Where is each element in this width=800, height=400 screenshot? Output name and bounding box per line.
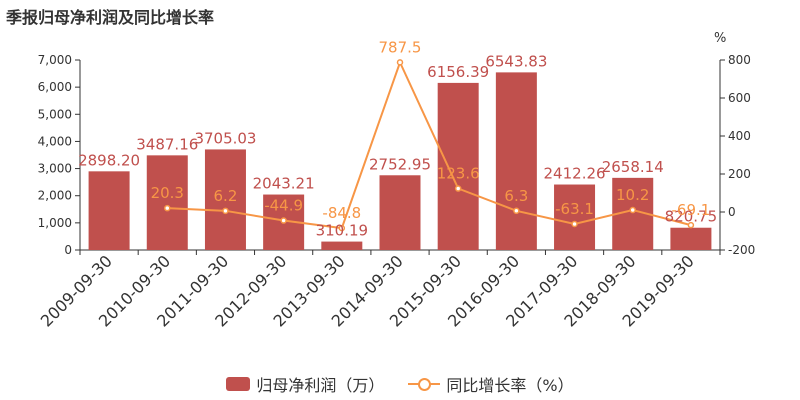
bar-value-label: 3487.16 xyxy=(136,135,198,153)
y-right-tick-label: 800 xyxy=(728,53,751,67)
bar xyxy=(554,184,596,250)
line-point xyxy=(222,207,229,215)
y-right-tick-label: 600 xyxy=(728,91,751,105)
line-point xyxy=(571,220,578,228)
bar-value-label: 310.19 xyxy=(316,222,369,240)
line-point xyxy=(454,185,462,192)
bar-value-label: 2898.20 xyxy=(78,151,140,169)
growth-value-label: -44.9 xyxy=(264,197,303,215)
growth-value-label: -84.8 xyxy=(322,204,361,222)
line-point xyxy=(338,224,346,232)
bar-value-label: 2658.14 xyxy=(602,158,664,176)
bar xyxy=(670,227,712,250)
growth-line xyxy=(167,59,692,230)
bar-value-label: 2043.21 xyxy=(253,175,315,193)
bar xyxy=(88,171,130,250)
growth-value-label: 787.5 xyxy=(379,38,422,56)
y-right-tick-label: 200 xyxy=(728,167,751,181)
y-left-tick-label: 3,000 xyxy=(38,162,72,176)
y-left-tick-label: 2,000 xyxy=(38,189,72,203)
y-right-tick-label: -200 xyxy=(728,243,755,257)
bar xyxy=(437,82,479,251)
growth-value-label: 10.2 xyxy=(616,186,649,204)
growth-value-label: 6.3 xyxy=(504,187,528,205)
y-left-tick-label: 4,000 xyxy=(38,134,72,148)
growth-value-label: 20.3 xyxy=(151,184,184,202)
line-point xyxy=(513,207,520,215)
legend-item-profit[interactable]: 归母净利润（万） xyxy=(226,372,384,396)
y-left-tick-label: 5,000 xyxy=(38,107,72,121)
line-point xyxy=(164,204,171,212)
growth-value-label: 6.2 xyxy=(214,187,238,205)
chart-title: 季报归母净利润及同比增长率 xyxy=(6,8,215,27)
bar xyxy=(379,175,421,250)
y-right-tick-label: 0 xyxy=(728,205,736,219)
y-right-tick-label: 400 xyxy=(728,129,751,143)
y-left-tick-label: 1,000 xyxy=(38,216,72,230)
bar-value-label: 6156.39 xyxy=(427,63,489,81)
legend: 归母净利润（万） 同比增长率（%） xyxy=(0,372,800,396)
growth-value-label: 123.6 xyxy=(437,165,480,183)
line-series xyxy=(164,59,695,232)
bar-value-label: 2752.95 xyxy=(369,155,431,173)
bar-value-label: 3705.03 xyxy=(194,129,256,147)
bar-series xyxy=(88,72,712,251)
bar-value-label: 820.75 xyxy=(665,208,718,226)
line-point xyxy=(396,59,404,66)
bar xyxy=(321,241,363,250)
bar xyxy=(495,72,537,250)
bar-value-label: 2412.26 xyxy=(544,165,606,183)
legend-line-label: 同比增长率（%） xyxy=(446,376,574,395)
y-right-unit: % xyxy=(714,31,726,46)
legend-line-swatch xyxy=(408,377,441,391)
line-point xyxy=(687,221,695,229)
bar-value-label: 6543.83 xyxy=(485,52,547,70)
legend-bar-label: 归母净利润（万） xyxy=(256,376,385,395)
line-point xyxy=(629,206,636,214)
line-point xyxy=(280,217,287,224)
legend-bar-swatch xyxy=(226,377,251,391)
growth-value-label: -63.1 xyxy=(555,200,594,218)
legend-item-growth[interactable]: 同比增长率（%） xyxy=(408,372,574,396)
y-left-tick-label: 6,000 xyxy=(38,80,72,94)
growth-value-label: -69.1 xyxy=(672,201,711,219)
y-left-tick-label: 0 xyxy=(64,243,72,257)
bar xyxy=(146,155,188,250)
bar xyxy=(204,149,246,250)
y-left-tick-label: 7,000 xyxy=(38,53,72,67)
